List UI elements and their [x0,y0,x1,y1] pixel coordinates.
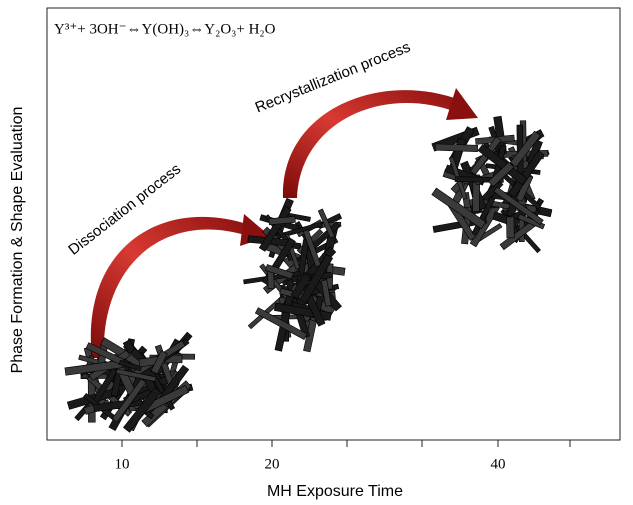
crystal-rod [321,279,332,307]
crystal-rod [268,216,296,226]
equation: Y³⁺+ 3OH⁻⇔Y(OH)₃⇔Y₂O₃+ H₂O [54,21,276,37]
crystal-rod [431,187,487,230]
x-axis-label: MH Exposure Time [267,483,403,500]
crystal-rod [487,161,515,187]
crystal-rod [317,208,335,239]
crystal-cluster [64,331,196,433]
crystal-rod [506,216,515,239]
x-ticks [121,440,571,447]
y-axis-label: Phase Formation & Shape Evaluation [9,107,26,374]
arrow [90,214,270,358]
crystal-rod [290,273,312,300]
crystal-cluster [431,115,553,254]
crystal-rod [264,264,294,280]
frame [46,7,621,441]
x-tick-label: 10 [115,456,130,472]
x-tick-label: 20 [265,456,280,472]
crystal-rod [493,186,544,226]
crystal-rod [302,229,322,268]
crystal-clusters [64,115,553,433]
process-label: Dissociation process [65,161,184,259]
crystal-rod [306,221,341,253]
crystal-rod [123,387,162,433]
x-tick-label: 40 [491,456,506,472]
crystal-rod [111,378,147,423]
arrow [282,88,478,198]
crystal-rod [150,350,168,375]
process-label: Recrystallization process [253,39,413,117]
crystal-rod [118,360,142,372]
crystal-rod [115,368,157,382]
crystal-rod [508,150,545,198]
crystal-rod [477,143,528,186]
crystal-cluster [243,197,346,353]
crystal-rod [254,307,308,340]
crystal-rod [434,143,479,153]
crystal-rod [509,130,541,168]
crystal-rod [299,254,334,304]
